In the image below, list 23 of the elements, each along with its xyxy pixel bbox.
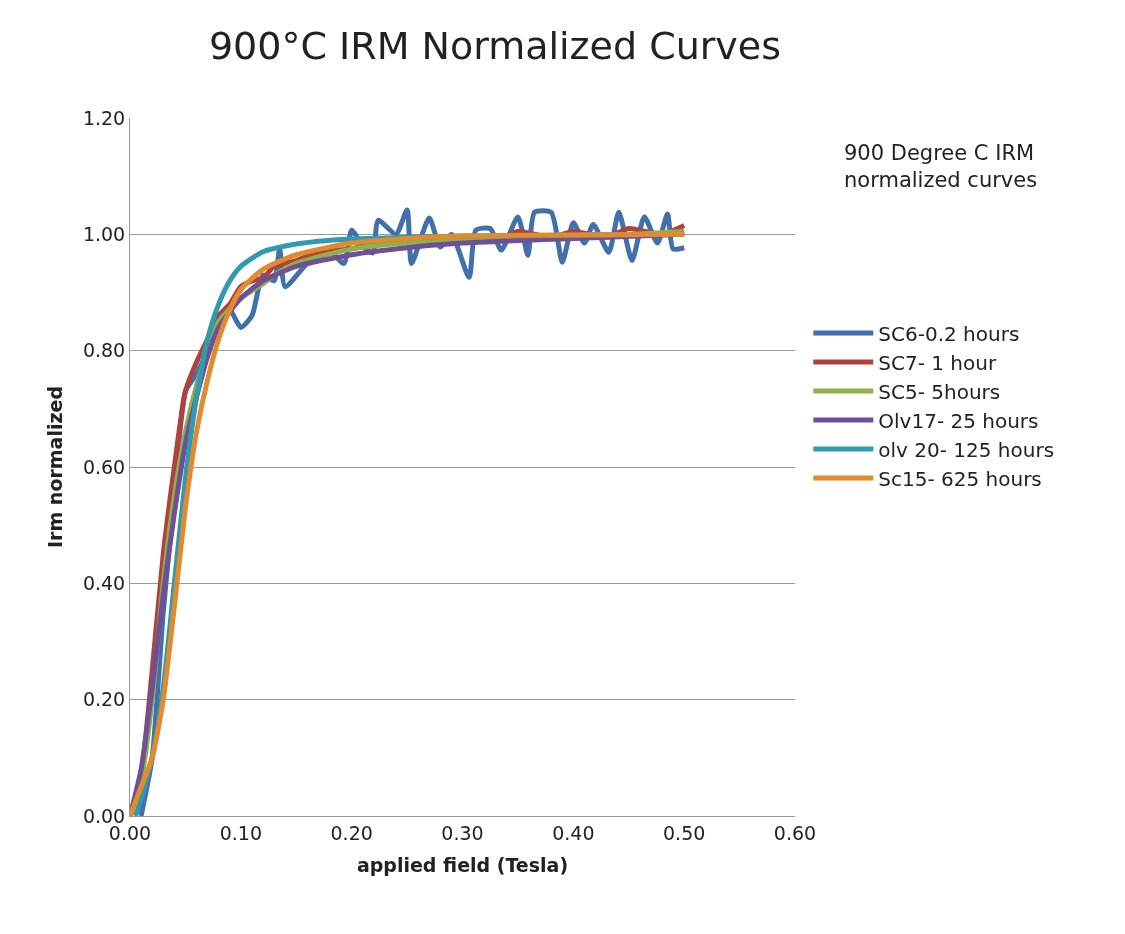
x-tick-label: 0.40 [552,821,595,844]
chart-title: 900°C IRM Normalized Curves [208,24,782,69]
legend-label: SC5- 5hours [878,379,1001,404]
legend-label: SC6-0.2 hours [878,321,1020,346]
legend-label: SC7- 1 hour [878,350,997,375]
y-tick-label: 0.40 [82,571,126,594]
y-tick-label: 0.80 [82,339,126,362]
x-tick-label: 0.30 [441,821,484,844]
y-tick-label: 0.20 [82,688,126,711]
y-tick-label: 1.20 [82,106,126,129]
x-tick-label: 0.10 [219,821,262,844]
y-tick-label: 0.60 [82,455,126,478]
y-tick-label: 0.00 [82,804,126,827]
x-axis-title: applied field (Tesla) [356,853,569,876]
legend-label: Sc15- 625 hours [878,466,1042,491]
x-tick-label: 0.60 [773,821,817,844]
legend-label: olv 20- 125 hours [878,437,1055,462]
y-tick-label: 1.00 [82,222,126,245]
legend-label: Olv17- 25 hours [878,408,1039,433]
text: 900 Degree C IRM normalized curves [844,141,1038,193]
y-axis-title: Irm normalized [43,386,66,548]
x-tick-label: 0.20 [330,821,373,844]
x-tick-label: 0.50 [663,821,706,844]
